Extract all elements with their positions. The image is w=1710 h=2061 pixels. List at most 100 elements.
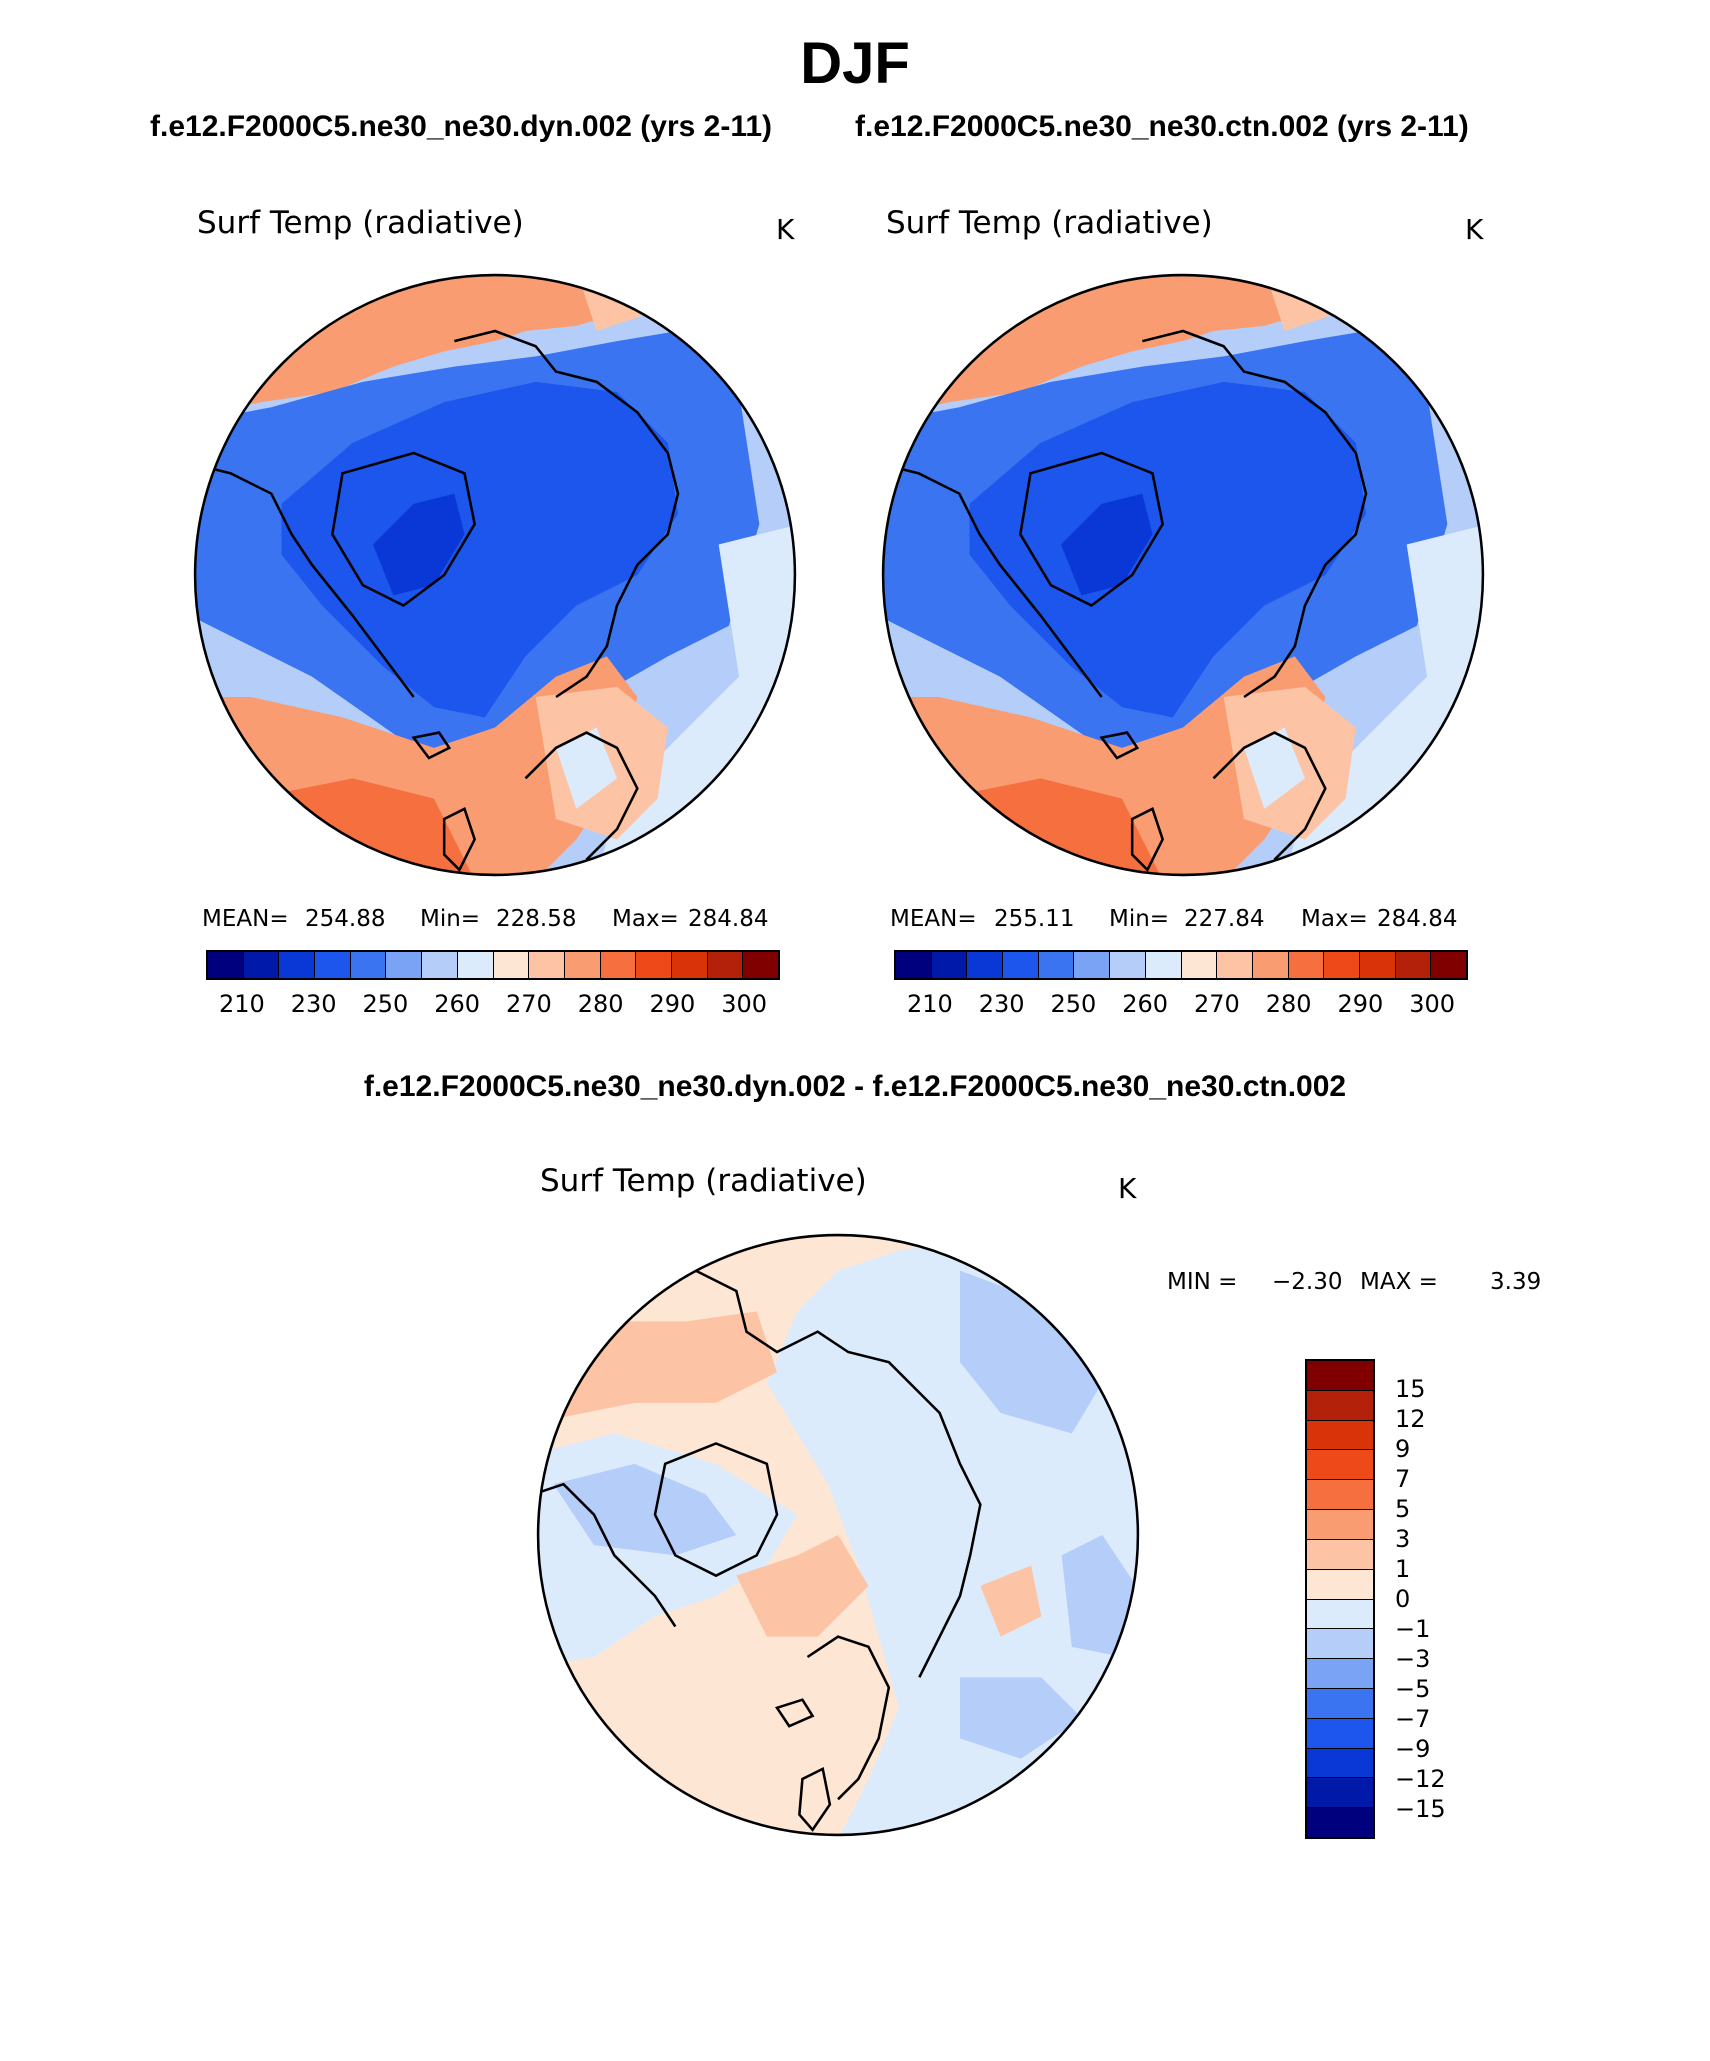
left-variable-label: Surf Temp (radiative) [197, 205, 524, 241]
colorbar-swatch [1110, 952, 1146, 978]
colorbar-swatch [1307, 1688, 1373, 1719]
colorbar-swatch [707, 952, 744, 978]
subtitle-right: f.e12.F2000C5.ne30_ne30.ctn.002 (yrs 2-1… [855, 110, 1469, 143]
colorbar-swatch [457, 952, 494, 978]
colorbar-tick-label: 260 [1122, 990, 1169, 1018]
right-mean-value: 255.11 [994, 906, 1075, 932]
colorbar-swatch [1431, 952, 1466, 978]
colorbar-swatch [1395, 952, 1432, 978]
right-variable-label: Surf Temp (radiative) [886, 205, 1213, 241]
right-coastline-greenland [1019, 451, 1165, 607]
diff-coastline-uk [798, 1766, 832, 1832]
right-min-value: 227.84 [1184, 906, 1265, 932]
right-map-border [881, 273, 1485, 877]
colorbar-swatch [493, 952, 530, 978]
left-coastline-uk [442, 807, 477, 872]
colorbar-swatch [1252, 952, 1289, 978]
colorbar-swatch [422, 952, 458, 978]
colorbar-tick-label: 300 [1409, 990, 1456, 1018]
colorbar-tick-label: −5 [1395, 1675, 1431, 1703]
left-mean-value: 254.88 [305, 906, 386, 932]
diff-coastline-iceland [775, 1698, 815, 1728]
diff-units-label: K [1118, 1172, 1137, 1205]
colorbar-tick-label: 12 [1395, 1405, 1426, 1433]
left-min-label: Min= [420, 906, 481, 932]
colorbar-swatch [896, 952, 932, 978]
colorbar-swatch [243, 952, 280, 978]
colorbar-swatch [1307, 1718, 1373, 1749]
left-coastline-eurasia [454, 329, 680, 699]
right-mean-label: MEAN= [890, 906, 977, 932]
colorbar-swatch [1307, 1480, 1373, 1511]
diff-min-value: −2.30 [1272, 1269, 1343, 1295]
colorbar-swatch [636, 952, 672, 978]
right-field-deep-blue-core [1061, 493, 1153, 596]
colorbar-tick-label: 270 [1193, 990, 1240, 1018]
colorbar-swatch [1003, 952, 1039, 978]
colorbar-swatch [1288, 952, 1325, 978]
colorbar-tick-label: 250 [362, 990, 409, 1018]
colorbar-swatch [1307, 1659, 1373, 1689]
diff-coastline-greenland [653, 1442, 779, 1578]
left-min-value: 228.58 [496, 906, 577, 932]
colorbar-tick-label: 290 [1337, 990, 1384, 1018]
left-max-label: Max= [612, 906, 679, 932]
right-coastline-north-america [883, 461, 1103, 698]
colorbar-tick-label: 3 [1395, 1525, 1411, 1553]
colorbar-tick-label: 230 [978, 990, 1025, 1018]
left-coastline-greenland [331, 451, 477, 607]
colorbar-tick-label: 1 [1395, 1555, 1411, 1583]
colorbar-swatch [529, 952, 565, 978]
colorbar-tick-label: 260 [434, 990, 481, 1018]
colorbar-swatch [743, 952, 778, 978]
colorbar-tick-label: −15 [1395, 1795, 1446, 1823]
colorbar-tick-label: 7 [1395, 1465, 1411, 1493]
diff-field-light-blue-east [960, 1270, 1103, 1434]
colorbar-swatch [931, 952, 968, 978]
colorbar-swatch [1307, 1629, 1373, 1660]
colorbar-swatch [1074, 952, 1111, 978]
colorbar-swatch [1217, 952, 1253, 978]
colorbar-swatch [1307, 1748, 1373, 1779]
diff-max-label: MAX = [1360, 1269, 1438, 1295]
colorbar-swatch [1307, 1390, 1373, 1421]
left-coastline-scandinavia [524, 731, 639, 861]
left-colorbar [206, 950, 780, 980]
right-field-pale-blue-scandinavia [1244, 727, 1305, 809]
right-coastline-eurasia [1142, 329, 1368, 699]
right-coastline-scandinavia [1212, 731, 1327, 861]
colorbar-tick-label: 300 [721, 990, 768, 1018]
right-max-label: Max= [1301, 906, 1368, 932]
left-field-pale-blue-scandinavia [556, 727, 617, 809]
colorbar-swatch [1038, 952, 1075, 978]
colorbar-swatch [1307, 1450, 1373, 1481]
colorbar-swatch [279, 952, 316, 978]
right-coastline-uk [1130, 807, 1165, 872]
colorbar-tick-label: 9 [1395, 1435, 1411, 1463]
right-max-value: 284.84 [1377, 906, 1458, 932]
colorbar-swatch [1324, 952, 1360, 978]
diff-variable-label: Surf Temp (radiative) [540, 1163, 867, 1199]
colorbar-tick-label: 230 [290, 990, 337, 1018]
colorbar-swatch [1359, 952, 1396, 978]
colorbar-swatch [600, 952, 637, 978]
diff-polar-map [536, 1233, 1140, 1837]
right-min-label: Min= [1109, 906, 1170, 932]
colorbar-swatch [1307, 1361, 1373, 1391]
diff-colorbar [1305, 1359, 1375, 1839]
colorbar-swatch [1307, 1808, 1373, 1837]
colorbar-swatch [1307, 1599, 1373, 1630]
colorbar-swatch [1181, 952, 1218, 978]
left-coastline-north-america [195, 461, 415, 698]
colorbar-tick-label: −9 [1395, 1735, 1431, 1763]
diff-map-border [536, 1233, 1140, 1837]
colorbar-swatch [1307, 1539, 1373, 1570]
diff-colorbar-ticks: 15 12 9 7 5 3 1 0 −1 −3 −5 −7 −9 −12 −15 [1395, 1359, 1475, 1839]
colorbar-swatch [315, 952, 351, 978]
colorbar-tick-label: −1 [1395, 1615, 1431, 1643]
colorbar-tick-label: 250 [1050, 990, 1097, 1018]
diff-coastline-north-america [538, 1482, 677, 1628]
colorbar-swatch [1307, 1420, 1373, 1451]
page-title: DJF [800, 31, 910, 96]
diff-coastline-eurasia [695, 1269, 982, 1678]
